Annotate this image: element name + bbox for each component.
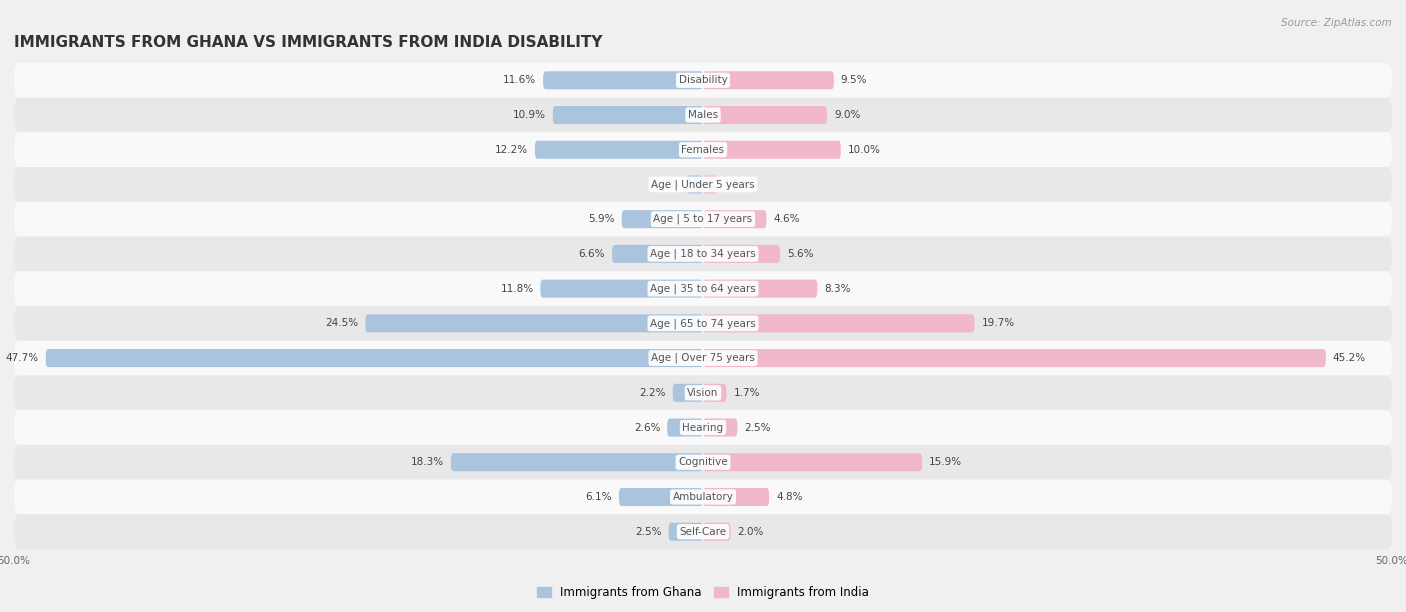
- Text: 45.2%: 45.2%: [1333, 353, 1365, 363]
- FancyBboxPatch shape: [703, 488, 769, 506]
- FancyBboxPatch shape: [14, 271, 1392, 306]
- FancyBboxPatch shape: [46, 349, 703, 367]
- Text: Age | 18 to 34 years: Age | 18 to 34 years: [650, 248, 756, 259]
- Text: 1.0%: 1.0%: [724, 179, 749, 190]
- FancyBboxPatch shape: [534, 141, 703, 159]
- FancyBboxPatch shape: [14, 514, 1392, 549]
- FancyBboxPatch shape: [451, 453, 703, 471]
- Text: 47.7%: 47.7%: [6, 353, 39, 363]
- Text: Hearing: Hearing: [682, 422, 724, 433]
- Text: 11.6%: 11.6%: [503, 75, 536, 85]
- FancyBboxPatch shape: [14, 445, 1392, 480]
- FancyBboxPatch shape: [703, 210, 766, 228]
- FancyBboxPatch shape: [703, 349, 1326, 367]
- FancyBboxPatch shape: [703, 453, 922, 471]
- FancyBboxPatch shape: [703, 71, 834, 89]
- FancyBboxPatch shape: [14, 341, 1392, 375]
- FancyBboxPatch shape: [703, 384, 727, 402]
- FancyBboxPatch shape: [703, 106, 827, 124]
- Text: 5.6%: 5.6%: [787, 249, 814, 259]
- Text: Age | Over 75 years: Age | Over 75 years: [651, 353, 755, 364]
- Text: Ambulatory: Ambulatory: [672, 492, 734, 502]
- FancyBboxPatch shape: [14, 202, 1392, 237]
- FancyBboxPatch shape: [703, 245, 780, 263]
- Text: 19.7%: 19.7%: [981, 318, 1015, 329]
- Text: Age | 65 to 74 years: Age | 65 to 74 years: [650, 318, 756, 329]
- FancyBboxPatch shape: [14, 480, 1392, 514]
- Text: 2.6%: 2.6%: [634, 422, 661, 433]
- Text: 4.8%: 4.8%: [776, 492, 803, 502]
- FancyBboxPatch shape: [540, 280, 703, 297]
- FancyBboxPatch shape: [553, 106, 703, 124]
- Text: 8.3%: 8.3%: [824, 283, 851, 294]
- Text: Disability: Disability: [679, 75, 727, 85]
- FancyBboxPatch shape: [14, 410, 1392, 445]
- Text: 1.7%: 1.7%: [734, 388, 759, 398]
- Text: Age | 5 to 17 years: Age | 5 to 17 years: [654, 214, 752, 225]
- Text: Males: Males: [688, 110, 718, 120]
- FancyBboxPatch shape: [703, 280, 817, 297]
- Text: 11.8%: 11.8%: [501, 283, 533, 294]
- Text: 6.1%: 6.1%: [585, 492, 612, 502]
- Text: Source: ZipAtlas.com: Source: ZipAtlas.com: [1281, 18, 1392, 28]
- FancyBboxPatch shape: [14, 237, 1392, 271]
- Text: 6.6%: 6.6%: [579, 249, 605, 259]
- FancyBboxPatch shape: [14, 63, 1392, 98]
- FancyBboxPatch shape: [14, 167, 1392, 202]
- Text: Vision: Vision: [688, 388, 718, 398]
- Text: 10.9%: 10.9%: [513, 110, 546, 120]
- FancyBboxPatch shape: [543, 71, 703, 89]
- FancyBboxPatch shape: [612, 245, 703, 263]
- Text: 2.2%: 2.2%: [640, 388, 666, 398]
- Text: Age | Under 5 years: Age | Under 5 years: [651, 179, 755, 190]
- Text: 9.5%: 9.5%: [841, 75, 868, 85]
- FancyBboxPatch shape: [703, 419, 738, 436]
- Text: 15.9%: 15.9%: [929, 457, 962, 467]
- Text: 4.6%: 4.6%: [773, 214, 800, 224]
- Text: Age | 35 to 64 years: Age | 35 to 64 years: [650, 283, 756, 294]
- Text: 1.2%: 1.2%: [652, 179, 679, 190]
- FancyBboxPatch shape: [366, 315, 703, 332]
- FancyBboxPatch shape: [621, 210, 703, 228]
- Text: 2.5%: 2.5%: [744, 422, 770, 433]
- FancyBboxPatch shape: [703, 141, 841, 159]
- FancyBboxPatch shape: [703, 523, 731, 541]
- FancyBboxPatch shape: [668, 419, 703, 436]
- FancyBboxPatch shape: [703, 315, 974, 332]
- Legend: Immigrants from Ghana, Immigrants from India: Immigrants from Ghana, Immigrants from I…: [531, 581, 875, 603]
- FancyBboxPatch shape: [14, 132, 1392, 167]
- FancyBboxPatch shape: [672, 384, 703, 402]
- FancyBboxPatch shape: [686, 176, 703, 193]
- Text: Females: Females: [682, 145, 724, 155]
- Text: 18.3%: 18.3%: [411, 457, 444, 467]
- FancyBboxPatch shape: [619, 488, 703, 506]
- FancyBboxPatch shape: [14, 375, 1392, 410]
- Text: 24.5%: 24.5%: [325, 318, 359, 329]
- Text: 9.0%: 9.0%: [834, 110, 860, 120]
- Text: 12.2%: 12.2%: [495, 145, 529, 155]
- Text: 2.5%: 2.5%: [636, 527, 662, 537]
- Text: 10.0%: 10.0%: [848, 145, 880, 155]
- Text: Cognitive: Cognitive: [678, 457, 728, 467]
- FancyBboxPatch shape: [703, 176, 717, 193]
- FancyBboxPatch shape: [669, 523, 703, 541]
- Text: Self-Care: Self-Care: [679, 527, 727, 537]
- Text: IMMIGRANTS FROM GHANA VS IMMIGRANTS FROM INDIA DISABILITY: IMMIGRANTS FROM GHANA VS IMMIGRANTS FROM…: [14, 35, 603, 50]
- FancyBboxPatch shape: [14, 98, 1392, 132]
- Text: 2.0%: 2.0%: [738, 527, 763, 537]
- FancyBboxPatch shape: [14, 306, 1392, 341]
- Text: 5.9%: 5.9%: [588, 214, 614, 224]
